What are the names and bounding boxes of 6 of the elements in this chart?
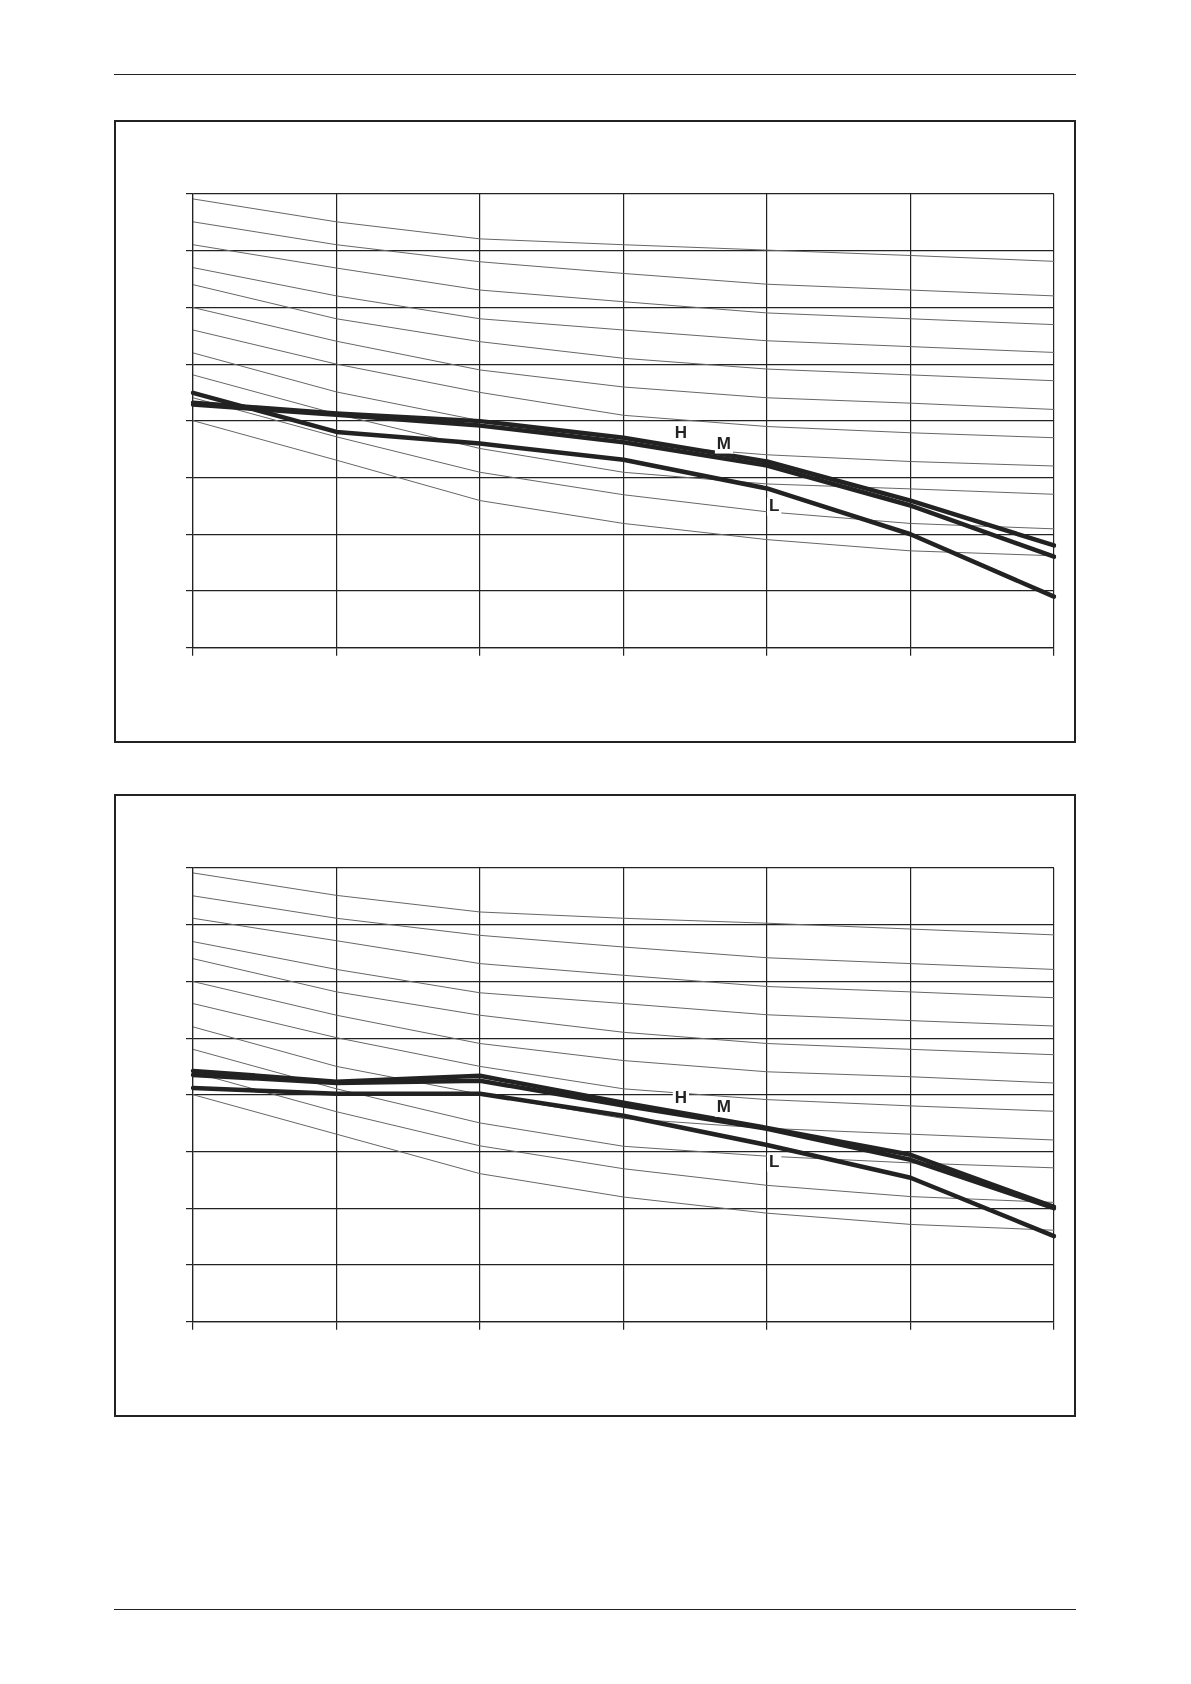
series-label: L bbox=[768, 496, 780, 516]
series-label: M bbox=[716, 1097, 732, 1117]
series-label: H bbox=[674, 422, 688, 442]
series-label: H bbox=[674, 1088, 688, 1108]
series-label: M bbox=[716, 434, 732, 454]
series-label: L bbox=[768, 1152, 780, 1172]
